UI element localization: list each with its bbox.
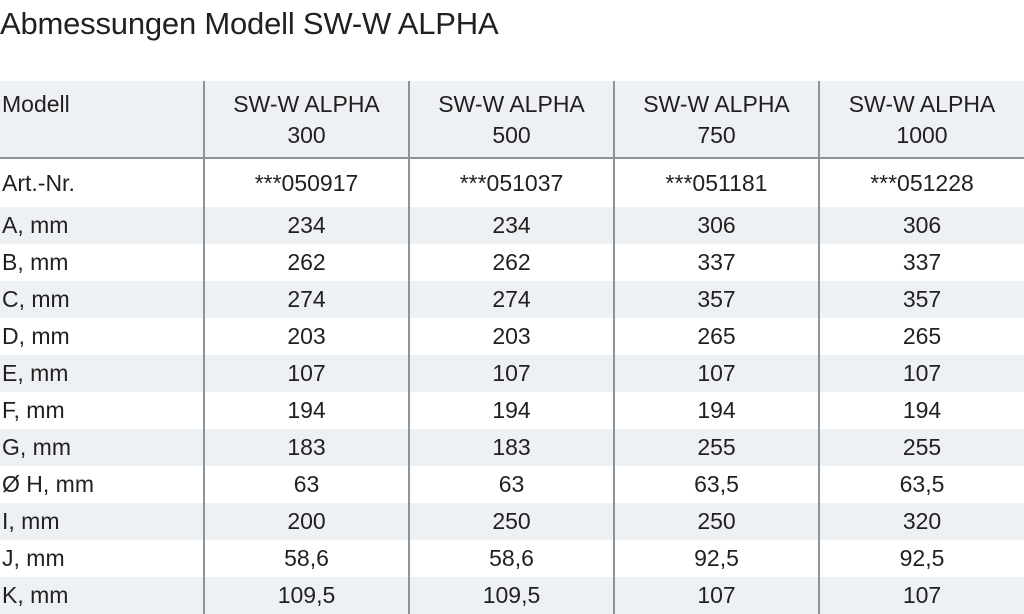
table-cell: 274: [203, 281, 409, 318]
table-cell: 250: [408, 503, 614, 540]
row-label: G, mm: [0, 429, 204, 466]
table-row: G, mm 183 183 255 255: [0, 429, 1024, 466]
table-cell: 194: [203, 392, 409, 429]
row-label: I, mm: [0, 503, 204, 540]
table-cell: 107: [818, 355, 1024, 392]
table-header-row: Modell SW-W ALPHA 300 SW-W ALPHA 500 SW-…: [0, 81, 1024, 159]
table-cell: 265: [818, 318, 1024, 355]
table-cell: 320: [818, 503, 1024, 540]
table-cell: 107: [818, 577, 1024, 614]
table-cell: 63: [203, 466, 409, 503]
row-label: B, mm: [2, 249, 69, 275]
table-cell: 183: [408, 429, 614, 466]
header-model-1000: SW-W ALPHA 1000: [818, 81, 1024, 159]
table-cell: 337: [818, 244, 1024, 281]
header-model-750: SW-W ALPHA 750: [613, 81, 819, 159]
table-cell: 262: [203, 244, 409, 281]
table-row: F, mm 194 194 194 194: [0, 392, 1024, 429]
table-cell: ***051228: [818, 158, 1024, 207]
row-label: C, mm: [0, 281, 204, 318]
table-cell: 337: [613, 244, 819, 281]
table-cell: 200: [203, 503, 409, 540]
table-row: J, mm 58,6 58,6 92,5 92,5: [0, 540, 1024, 577]
model-size: 750: [697, 122, 736, 148]
table-cell: 274: [408, 281, 614, 318]
table-cell: 357: [818, 281, 1024, 318]
model-name: SW-W ALPHA: [233, 91, 380, 117]
table-cell: 92,5: [818, 540, 1024, 577]
table-cell: 107: [203, 355, 409, 392]
table-cell: 109,5: [408, 577, 614, 614]
row-label: D, mm: [2, 323, 70, 349]
row-label: A, mm: [0, 207, 204, 244]
table-cell: 92,5: [613, 540, 819, 577]
header-model-300: SW-W ALPHA 300: [203, 81, 409, 159]
table-cell: 306: [818, 207, 1024, 244]
row-label: Art.-Nr.: [2, 170, 75, 196]
table-cell: 357: [613, 281, 819, 318]
table-row: C, mm 274 274 357 357: [0, 281, 1024, 318]
table-cell: 203: [408, 318, 614, 355]
row-label: E, mm: [0, 355, 204, 392]
table-cell: 183: [203, 429, 409, 466]
table-cell: 234: [203, 207, 409, 244]
table-cell: ***050917: [203, 158, 409, 207]
table-cell: 234: [408, 207, 614, 244]
table-cell: 109,5: [203, 577, 409, 614]
table-cell: 58,6: [408, 540, 614, 577]
table-body: Art.-Nr. ***050917 ***051037 ***051181 ***05…: [0, 158, 1024, 614]
table-cell: 63: [408, 466, 614, 503]
table-row: Ø H, mm 63 63 63,5 63,5: [0, 466, 1024, 503]
page-title: Abmessungen Modell SW-W ALPHA: [0, 6, 499, 41]
table-row: K, mm 109,5 109,5 107 107: [0, 577, 1024, 614]
table-cell: 255: [613, 429, 819, 466]
table-cell: 194: [408, 392, 614, 429]
table-cell: 194: [818, 392, 1024, 429]
table-cell: 107: [613, 355, 819, 392]
header-label-modell: Modell: [0, 81, 204, 159]
table-cell: 107: [613, 577, 819, 614]
table-cell: 203: [203, 318, 409, 355]
table-row: D, mm 203 203 265 265: [0, 318, 1024, 355]
model-size: 300: [287, 122, 326, 148]
table-cell: 58,6: [203, 540, 409, 577]
table-cell: 265: [613, 318, 819, 355]
table-row: B, mm 262 262 337 337: [0, 244, 1024, 281]
model-size: 1000: [896, 122, 948, 148]
table-cell: ***051181: [613, 158, 819, 207]
table-cell: 306: [613, 207, 819, 244]
table-cell: ***051037: [408, 158, 614, 207]
row-label: J, mm: [2, 545, 65, 571]
table-cell: 107: [408, 355, 614, 392]
model-name: SW-W ALPHA: [848, 91, 996, 117]
header-model-500: SW-W ALPHA 500: [408, 81, 614, 159]
table-cell: 250: [613, 503, 819, 540]
table-cell: 63,5: [613, 466, 819, 503]
model-size: 500: [492, 122, 531, 148]
table-row: A, mm 234 234 306 306: [0, 207, 1024, 244]
model-name: SW-W ALPHA: [438, 91, 585, 117]
table-cell: 194: [613, 392, 819, 429]
table-row: E, mm 107 107 107 107: [0, 355, 1024, 392]
table-cell: 262: [408, 244, 614, 281]
table-row: Art.-Nr. ***050917 ***051037 ***051181 ***05…: [0, 158, 1024, 207]
row-label: Ø H, mm: [2, 471, 94, 497]
row-label: F, mm: [2, 397, 65, 423]
dimensions-table: Modell SW-W ALPHA 300 SW-W ALPHA 500 SW-…: [0, 81, 1024, 614]
row-label: K, mm: [0, 577, 204, 614]
table-cell: 255: [818, 429, 1024, 466]
table-row: I, mm 200 250 250 320: [0, 503, 1024, 540]
table-cell: 63,5: [818, 466, 1024, 503]
model-name: SW-W ALPHA: [643, 91, 790, 117]
